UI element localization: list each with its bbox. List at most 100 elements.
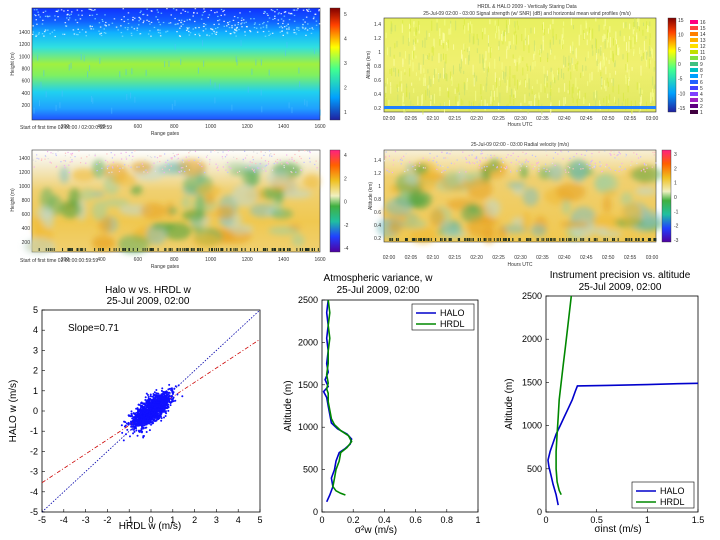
panel-2-streak: [592, 28, 594, 39]
panel-2-legend-swatch-10: [690, 80, 698, 84]
panel-2-streak: [442, 41, 444, 49]
panel-4-speckle: [447, 157, 449, 159]
panel-4-speckle: [598, 151, 600, 153]
panel-2-streak: [651, 47, 653, 55]
panel-2-streak: [607, 32, 609, 43]
panel-2-streak: [425, 55, 427, 60]
panel-2-streak: [584, 92, 586, 99]
panel-5-point: [170, 389, 173, 392]
panel-4-speckle: [479, 161, 481, 163]
panel-2-streak: [492, 102, 494, 107]
panel-4-cb-ytick-5: -2: [674, 224, 679, 230]
panel-1-speckle: [131, 26, 133, 28]
panel-2-streak: [572, 97, 574, 103]
panel-4-xtick-0: 02:00: [383, 255, 396, 261]
panel-4-speckle: [429, 156, 431, 159]
panel-3-speckle: [105, 159, 107, 162]
panel-1-speckle: [263, 10, 266, 13]
panel-2-streak: [534, 95, 536, 107]
panel-2-streak: [631, 67, 633, 71]
panel-5-xtick-1: -4: [60, 515, 68, 525]
panel-1-speckle: [274, 11, 276, 13]
panel-4-baseline-mark: [505, 238, 507, 241]
panel-1-speckle: [250, 18, 252, 20]
panel-2-streak: [515, 22, 517, 34]
panel-3-speckle: [227, 171, 229, 173]
panel-1-speckle: [188, 34, 191, 36]
panel-4-speckle: [478, 167, 480, 169]
panel-4-blob: [488, 158, 501, 173]
panel-5-point: [181, 395, 184, 398]
panel-4-speckle: [586, 163, 588, 165]
panel-1-streak: [260, 59, 262, 66]
panel-4-speckle: [525, 152, 527, 155]
panel-6-xtick-1: 0.2: [347, 515, 360, 525]
panel-1-speckle: [283, 15, 286, 17]
panel-2-streak: [499, 56, 501, 62]
panel-1-streak: [288, 102, 290, 109]
panel-3-speckle: [276, 162, 278, 164]
panel-4-blob: [467, 217, 495, 238]
panel-5-point: [176, 393, 179, 396]
panel-4-blob: [430, 208, 445, 228]
panel-1-speckle: [284, 11, 287, 13]
panel-5-subtitle: 25-Jul 2009, 02:00: [107, 296, 190, 307]
panel-3-speckle: [256, 152, 258, 154]
panel-3-baseline-mark: [217, 248, 219, 251]
panel-4-speckle: [478, 159, 481, 161]
panel-2-streak: [469, 21, 471, 27]
panel-5-point: [146, 405, 149, 408]
panel-5-point: [146, 419, 149, 422]
panel-1-speckle: [304, 21, 306, 23]
panel-1-speckle: [96, 13, 98, 16]
panel-1-speckle: [245, 21, 247, 23]
panel-1-speckle: [104, 32, 107, 34]
panel-1-streak: [201, 40, 203, 47]
panel-6-ytick-1: 500: [303, 465, 318, 475]
panel-2-streak: [478, 103, 480, 109]
panel-4-speckle: [655, 162, 657, 164]
panel-4-speckle: [589, 168, 591, 170]
panel-3-speckle: [260, 157, 263, 159]
panel-5-point: [135, 407, 138, 410]
panel-3-baseline-mark: [236, 248, 238, 251]
panel-2-streak: [583, 97, 585, 105]
panel-2-streak: [450, 75, 452, 80]
panel-7-ytick-2: 1000: [522, 421, 542, 431]
panel-4-speckle: [591, 152, 593, 155]
panel-1-speckle: [281, 27, 284, 29]
panel-3-speckle: [64, 160, 67, 162]
panel-4-baseline-mark: [464, 238, 466, 241]
panel-1-streak: [174, 100, 176, 107]
panel-2-streak: [636, 82, 638, 90]
panel-2-streak: [411, 50, 413, 60]
panel-1-speckle: [203, 22, 205, 25]
panel-2-noise: [384, 18, 656, 116]
panel-5-point: [143, 414, 146, 417]
panel-4-speckle: [422, 157, 424, 159]
panel-3-blob: [231, 184, 259, 207]
panel-5-point: [153, 415, 156, 418]
panel-5-point: [132, 432, 135, 435]
panel-5-point: [144, 416, 147, 419]
panel-1-speckle: [35, 35, 37, 38]
panel-3-xticks: 200 400 600 800 1000 1200 1400 1600: [61, 257, 326, 263]
panel-2-streak: [578, 34, 580, 46]
panel-5-point: [139, 423, 142, 426]
panel-1-streak: [168, 60, 170, 67]
panel-1-speckle: [34, 14, 36, 16]
panel-2-streak: [466, 48, 468, 53]
panel-4-ytick-4: 1: [378, 184, 381, 190]
panel-2-streak: [506, 46, 508, 50]
panel-2-streak: [428, 76, 430, 85]
panel-3-speckle: [157, 161, 159, 163]
panel-3-speckle: [316, 167, 318, 169]
panel-2-streak: [402, 35, 404, 45]
panel-1-speckle: [265, 27, 268, 29]
panel-1-speckle: [282, 22, 284, 25]
panel-3-speckle: [200, 159, 202, 161]
panel-1-speckle: [46, 15, 49, 17]
panel-1-speckle: [85, 31, 87, 33]
panel-3-speckle: [128, 155, 130, 157]
panel-1-speckle: [56, 10, 58, 12]
